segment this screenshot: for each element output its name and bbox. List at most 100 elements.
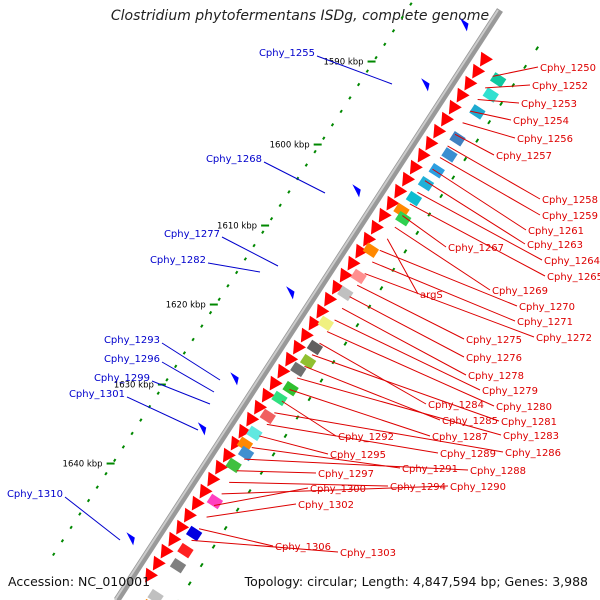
reverse-gene-arrow — [448, 99, 462, 115]
reverse-gene-arrow — [145, 567, 158, 583]
reverse-label-leader — [394, 226, 491, 291]
outer-tick — [451, 175, 456, 180]
reverse-gene-arrow — [402, 171, 416, 187]
ruler-label: 1610 kbp — [217, 222, 257, 232]
reverse-gene-label: Cphy_1297 — [318, 469, 374, 480]
forward-gene-label: Cphy_1296 — [104, 354, 160, 365]
reverse-gene-arrow — [378, 207, 392, 223]
reverse-gene-arrow — [215, 459, 229, 475]
ruler-dot — [113, 458, 117, 463]
forward-label-leader — [161, 342, 221, 381]
ruler-dot — [400, 15, 404, 20]
reverse-label-leader — [386, 238, 419, 295]
ruler-dot — [330, 122, 335, 127]
gene-color-block — [147, 588, 164, 600]
forward-label-leader — [161, 361, 215, 393]
gene-color-block — [317, 315, 334, 332]
reverse-gene-arrow — [207, 471, 221, 487]
reverse-gene-arrow — [394, 183, 408, 199]
ruler-dot — [104, 471, 108, 476]
reverse-gene-label: Cphy_1256 — [517, 134, 573, 145]
ruler-dot — [52, 552, 56, 557]
reverse-label-leader — [447, 145, 541, 200]
ruler-dot — [391, 29, 396, 33]
outer-tick — [523, 64, 528, 70]
reverse-gene-arrow — [464, 75, 478, 91]
ruler-dot — [95, 485, 99, 489]
forward-gene-label: Cphy_1301 — [69, 389, 125, 400]
forward-label-leader — [221, 236, 279, 267]
gene-color-block — [259, 408, 276, 425]
reverse-gene-arrow — [308, 315, 322, 331]
reverse-gene-label: Cphy_1281 — [501, 417, 557, 428]
forward-gene-label: Cphy_1255 — [259, 48, 315, 59]
gene-color-block — [306, 339, 324, 356]
backbone-highlight — [114, 9, 499, 600]
ruler-dot — [69, 525, 73, 530]
forward-gene-arrow — [126, 532, 135, 546]
reverse-label-leader — [462, 122, 516, 139]
reverse-label-leader — [356, 284, 465, 340]
ruler-dot — [278, 203, 282, 208]
outer-tick — [283, 433, 288, 439]
ruler-dot — [165, 377, 169, 382]
reverse-label-leader — [236, 470, 317, 474]
reverse-gene-label: Cphy_1280 — [496, 402, 552, 413]
gene-color-block — [395, 210, 412, 227]
gene-color-block — [337, 285, 354, 302]
forward-gene-label: Cphy_1282 — [150, 255, 206, 266]
reverse-gene-arrow — [176, 519, 190, 535]
reverse-gene-label: Cphy_1283 — [503, 431, 559, 442]
reverse-label-leader — [485, 84, 531, 89]
ruler-dot — [60, 539, 65, 543]
reverse-gene-label: Cphy_1265 — [547, 272, 600, 283]
reverse-gene-arrow — [409, 159, 423, 175]
gene-color-block — [469, 104, 486, 120]
genome-title: Clostridium phytofermentans ISDg, comple… — [110, 8, 490, 24]
ruler-dot — [217, 297, 221, 302]
outer-tick — [247, 489, 252, 494]
reverse-label-leader — [191, 539, 339, 553]
reverse-gene-label: Cphy_1306 — [275, 542, 331, 553]
reverse-gene-label: Cphy_1291 — [402, 464, 458, 475]
ruler-dot — [130, 431, 134, 436]
reverse-gene-arrow — [417, 147, 431, 163]
outer-tick — [355, 322, 360, 328]
accession-text: Accession: NC_010001 — [8, 574, 151, 589]
reverse-gene-arrow — [246, 411, 260, 427]
ruler-dot — [182, 351, 187, 355]
ruler-dot — [191, 337, 195, 342]
gene-color-block — [417, 175, 435, 192]
gene-color-block — [449, 131, 466, 147]
gene-color-block — [236, 436, 254, 452]
reverse-gene-arrow — [472, 63, 486, 79]
gene-color-block — [362, 242, 380, 258]
reverse-gene-arrow — [191, 495, 205, 511]
reverse-gene-label: Cphy_1269 — [492, 286, 548, 297]
reverse-label-leader — [417, 191, 543, 261]
reverse-label-leader — [409, 203, 546, 277]
forward-gene-label: Cphy_1293 — [104, 335, 160, 346]
ruler-dot — [78, 512, 82, 516]
gene-color-block — [290, 361, 307, 378]
reverse-gene-arrow — [269, 375, 283, 391]
reverse-gene-arrow — [261, 387, 275, 403]
ruler-dot — [252, 243, 256, 248]
outer-tick — [415, 230, 420, 236]
reverse-label-leader — [251, 447, 401, 469]
reverse-gene-label: Cphy_1261 — [528, 226, 584, 237]
reverse-label-leader — [492, 66, 539, 77]
reverse-gene-label: Cphy_1275 — [466, 335, 522, 346]
reverse-gene-arrow — [441, 111, 454, 127]
reverse-label-leader — [319, 342, 427, 405]
ruler-dot — [208, 310, 213, 315]
reverse-gene-label: Cphy_1303 — [340, 548, 396, 559]
outer-tick — [319, 378, 324, 383]
reverse-gene-label: Cphy_1278 — [468, 371, 524, 382]
ruler-dot — [348, 96, 352, 100]
reverse-gene-label: Cphy_1253 — [521, 99, 577, 110]
reverse-gene-arrow — [160, 543, 174, 559]
ruler-dot — [313, 149, 317, 154]
forward-gene-arrow — [352, 184, 361, 198]
gene-color-block — [169, 557, 187, 574]
